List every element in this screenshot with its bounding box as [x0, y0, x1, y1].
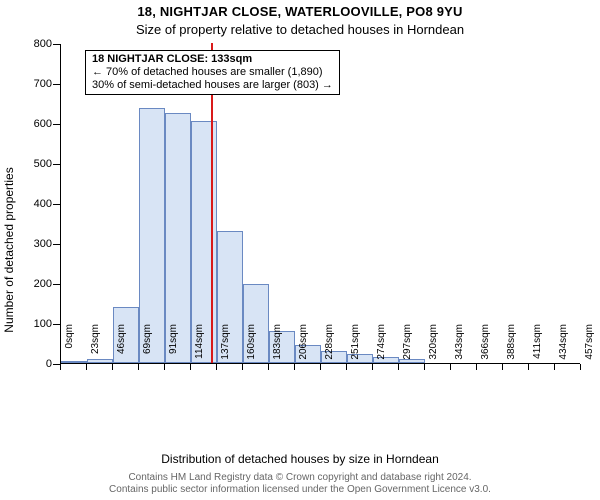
x-tick — [476, 364, 477, 370]
x-tick-label: 388sqm — [506, 324, 517, 372]
axes: 18 NIGHTJAR CLOSE: 133sqm ← 70% of detac… — [60, 44, 580, 364]
x-tick-label: 343sqm — [454, 324, 465, 372]
x-tick-label: 228sqm — [324, 324, 335, 372]
y-tick-label: 0 — [22, 358, 52, 370]
x-tick-label: 0sqm — [64, 324, 75, 372]
x-tick — [424, 364, 425, 370]
x-tick — [346, 364, 347, 370]
y-tick-label: 100 — [22, 318, 52, 330]
y-tick-label: 300 — [22, 238, 52, 250]
x-tick — [60, 364, 61, 370]
y-tick-label: 800 — [22, 38, 52, 50]
x-tick — [502, 364, 503, 370]
x-tick-label: 251sqm — [350, 324, 361, 372]
x-tick-label: 366sqm — [480, 324, 491, 372]
x-tick — [242, 364, 243, 370]
footer-line-2: Contains public sector information licen… — [0, 484, 600, 496]
y-tick-label: 400 — [22, 198, 52, 210]
info-line-2: ← 70% of detached houses are smaller (1,… — [92, 66, 333, 79]
x-tick — [164, 364, 165, 370]
x-tick-label: 457sqm — [584, 324, 595, 372]
y-tick — [53, 164, 61, 165]
y-tick — [53, 124, 61, 125]
y-tick — [53, 324, 61, 325]
x-axis-label: Distribution of detached houses by size … — [0, 452, 600, 466]
y-tick — [53, 204, 61, 205]
y-axis-label: Number of detached properties — [2, 167, 16, 332]
x-tick-label: 69sqm — [142, 324, 153, 372]
y-tick-label: 500 — [22, 158, 52, 170]
x-tick — [86, 364, 87, 370]
y-tick-label: 700 — [22, 78, 52, 90]
y-tick-label: 200 — [22, 278, 52, 290]
x-tick — [268, 364, 269, 370]
y-tick — [53, 44, 61, 45]
x-tick — [450, 364, 451, 370]
x-tick-label: 46sqm — [116, 324, 127, 372]
x-tick — [580, 364, 581, 370]
x-tick — [112, 364, 113, 370]
info-line-3: 30% of semi-detached houses are larger (… — [92, 79, 333, 92]
x-tick — [190, 364, 191, 370]
x-tick — [372, 364, 373, 370]
x-tick — [216, 364, 217, 370]
x-tick-label: 160sqm — [246, 324, 257, 372]
x-tick — [138, 364, 139, 370]
x-tick-label: 297sqm — [402, 324, 413, 372]
info-line-1: 18 NIGHTJAR CLOSE: 133sqm — [92, 53, 333, 66]
x-tick — [294, 364, 295, 370]
x-tick-label: 434sqm — [558, 324, 569, 372]
y-tick — [53, 244, 61, 245]
footer-line-1: Contains HM Land Registry data © Crown c… — [0, 472, 600, 484]
x-tick-label: 183sqm — [272, 324, 283, 372]
page-title-line2: Size of property relative to detached ho… — [0, 22, 600, 37]
footer: Contains HM Land Registry data © Crown c… — [0, 472, 600, 496]
x-tick — [398, 364, 399, 370]
x-tick-label: 274sqm — [376, 324, 387, 372]
x-tick-label: 91sqm — [168, 324, 179, 372]
page-title-line1: 18, NIGHTJAR CLOSE, WATERLOOVILLE, PO8 9… — [0, 4, 600, 19]
x-tick — [554, 364, 555, 370]
y-tick — [53, 284, 61, 285]
x-tick-label: 320sqm — [428, 324, 439, 372]
x-tick-label: 137sqm — [220, 324, 231, 372]
marker-info-box: 18 NIGHTJAR CLOSE: 133sqm ← 70% of detac… — [85, 50, 340, 95]
x-tick — [528, 364, 529, 370]
y-tick — [53, 84, 61, 85]
chart-area: 18 NIGHTJAR CLOSE: 133sqm ← 70% of detac… — [60, 44, 580, 404]
x-tick-label: 114sqm — [194, 324, 205, 372]
y-tick-label: 600 — [22, 118, 52, 130]
x-tick-label: 411sqm — [532, 324, 543, 372]
x-tick — [320, 364, 321, 370]
x-tick-label: 206sqm — [298, 324, 309, 372]
x-tick-label: 23sqm — [90, 324, 101, 372]
